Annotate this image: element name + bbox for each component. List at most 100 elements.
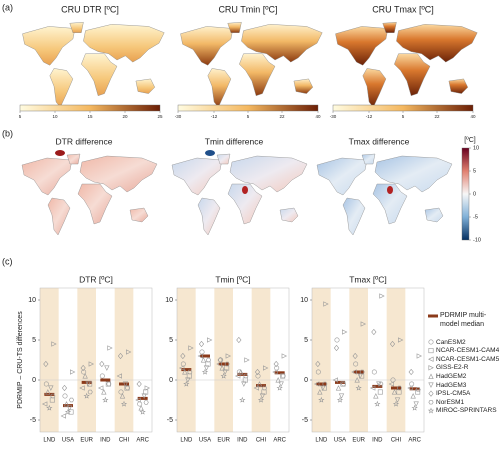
plot-frame (176, 287, 290, 433)
x-tick-label: ARC (136, 438, 149, 444)
legend-label: NorESM1 (436, 398, 465, 406)
median-bar (81, 380, 92, 384)
median-bar (181, 368, 192, 372)
marker (45, 389, 51, 395)
panel-label: (b) (2, 128, 13, 138)
marker (201, 368, 209, 375)
x-tick-label: IND (100, 438, 111, 444)
marker (199, 349, 205, 355)
panel-label: (a) (2, 2, 13, 12)
marker (394, 397, 401, 403)
marker (391, 389, 398, 395)
category-band (312, 288, 331, 432)
marker (261, 385, 268, 391)
marker (371, 328, 377, 336)
marker (136, 380, 142, 388)
marker (389, 340, 396, 348)
marker (280, 373, 286, 379)
legend-swatch (428, 356, 434, 362)
map-hotspot (242, 186, 248, 194)
marker (415, 387, 421, 392)
category-band (251, 288, 271, 432)
marker (104, 365, 110, 371)
plot-frame (311, 287, 425, 433)
marker (185, 377, 191, 383)
category-band (214, 288, 233, 432)
colorbar (461, 147, 470, 241)
map-hotspot (205, 150, 215, 156)
marker (416, 353, 423, 359)
map (179, 21, 323, 108)
marker (351, 369, 357, 375)
legend-label: PDRMIP multi-model median (440, 312, 487, 328)
marker (315, 360, 321, 368)
median-bar (316, 382, 327, 386)
marker (357, 373, 363, 379)
marker (392, 400, 400, 407)
marker (126, 349, 132, 355)
marker (377, 389, 383, 395)
legend-label: HadGEM2 (436, 372, 467, 380)
marker (63, 401, 70, 407)
marker (409, 381, 415, 387)
marker (410, 393, 416, 399)
marker (236, 336, 242, 344)
median-bar (274, 371, 285, 375)
colorbar-tick-label: -12 (366, 114, 373, 119)
marker (397, 337, 404, 343)
marker (106, 381, 112, 387)
y-tick-label: 5 (32, 337, 36, 344)
marker (122, 381, 129, 387)
map-title: CRU DTR [ºC] (61, 4, 119, 14)
x-tick-label: EUR (217, 438, 230, 444)
marker (183, 380, 190, 387)
marker (373, 393, 379, 399)
marker (320, 385, 326, 391)
marker (336, 396, 344, 403)
colorbar-title: [ºC] (464, 137, 476, 144)
x-tick-label: IND (372, 438, 383, 444)
marker (225, 353, 232, 359)
legend-swatch (427, 407, 435, 414)
category-band (386, 288, 406, 432)
legend-swatch (428, 382, 434, 388)
x-tick-label: EUR (80, 438, 93, 444)
x-tick-label: LND (180, 438, 193, 444)
median-bar (137, 396, 148, 400)
marker (141, 393, 147, 399)
marker (66, 405, 73, 411)
marker (178, 365, 185, 371)
colorbar-tick-label: -10 (473, 237, 481, 243)
marker (257, 396, 265, 403)
x-tick-label: LND (315, 438, 328, 444)
marker (388, 381, 395, 387)
marker (243, 373, 249, 379)
colorbar-tick-label: 40 (315, 114, 321, 119)
marker (407, 385, 413, 391)
marker (216, 361, 222, 367)
y-tick-label: -5 (302, 417, 308, 424)
marker (50, 393, 56, 399)
marker (79, 385, 85, 391)
marker (338, 393, 345, 399)
colorbar-tick-label: 22 (434, 114, 440, 119)
colorbar-tick-label: 10 (52, 114, 58, 119)
median-bar (100, 378, 111, 382)
marker (124, 385, 131, 391)
legend-swatch (428, 373, 434, 379)
marker (119, 393, 126, 399)
y-tick-label: -5 (167, 417, 173, 424)
marker (359, 369, 365, 375)
marker (408, 368, 414, 376)
marker (256, 381, 263, 387)
colorbar-tick-label: 0 (473, 191, 476, 197)
median-bar (409, 387, 420, 391)
marker (374, 400, 381, 407)
marker (272, 369, 278, 375)
colorbar (177, 104, 319, 112)
marker (317, 389, 323, 395)
marker (244, 357, 250, 363)
marker (203, 365, 210, 371)
marker (80, 364, 86, 372)
